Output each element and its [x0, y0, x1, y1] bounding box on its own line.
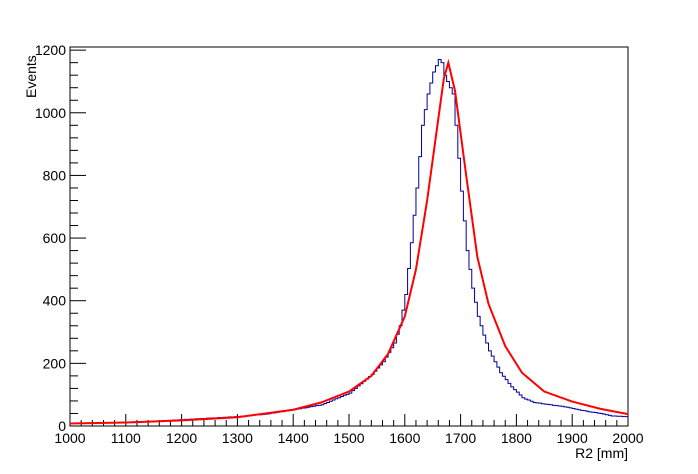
- y-tick-label: 1000: [35, 105, 66, 121]
- x-tick-label: 1000: [54, 430, 85, 446]
- x-tick-label: 1600: [389, 430, 420, 446]
- y-tick-label: 600: [43, 230, 67, 246]
- x-tick-label: 1900: [557, 430, 588, 446]
- x-axis-title: R2 [mm]: [575, 445, 628, 461]
- x-tick-label: 1500: [333, 430, 364, 446]
- x-tick-label: 1300: [222, 430, 253, 446]
- histogram-series: [70, 59, 628, 424]
- axis-ticks: [69, 49, 629, 427]
- y-tick-labels: 0 200 400 600 800 1000 1200: [35, 42, 66, 434]
- x-tick-label: 1200: [166, 430, 197, 446]
- x-tick-label: 2000: [612, 430, 643, 446]
- x-tick-label: 1700: [445, 430, 476, 446]
- x-tick-label: 1400: [278, 430, 309, 446]
- y-tick-label: 400: [43, 293, 67, 309]
- x-tick-labels: 1000 1100 1200 1300 1400 1500 1600 1700 1800 1900…: [54, 430, 643, 446]
- x-tick-label: 1100: [111, 430, 141, 446]
- y-tick-label: 200: [43, 355, 67, 371]
- x-tick-label: 1800: [501, 430, 532, 446]
- plot-frame: [69, 46, 629, 427]
- y-axis-title: Events: [23, 55, 39, 98]
- y-tick-label: 800: [43, 167, 67, 183]
- fit-curve: [69, 58, 629, 425]
- y-tick-label: 0: [58, 418, 66, 434]
- y-tick-label: 1200: [35, 42, 66, 58]
